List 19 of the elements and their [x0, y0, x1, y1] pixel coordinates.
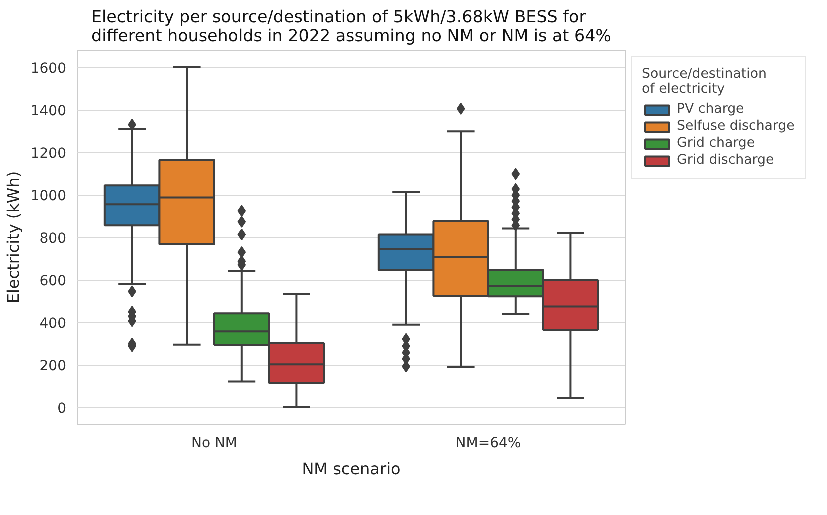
y-axis-title: Electricity (kWh): [4, 171, 23, 304]
x-tick-label: NM=64%: [456, 436, 522, 452]
legend-title: Source/destination of electricity: [642, 67, 768, 97]
y-tick-label: 1200: [30, 146, 67, 162]
y-tick-label: 400: [40, 316, 67, 332]
y-tick-label: 200: [40, 358, 67, 374]
y-tick-label: 600: [40, 274, 67, 290]
y-tick-label: 1000: [30, 188, 67, 204]
y-tick-label: 1600: [30, 61, 67, 77]
y-tick-label: 800: [40, 231, 67, 247]
y-tick-label: 0: [58, 401, 67, 417]
legend-label: Grid discharge: [677, 153, 774, 168]
legend-label: PV charge: [677, 102, 744, 117]
x-axis-title: NM scenario: [302, 460, 401, 478]
x-tick-label: No NM: [191, 436, 238, 452]
legend-label: Grid charge: [677, 136, 756, 151]
y-tick-label: 1400: [30, 104, 67, 120]
chart-title: Electricity per source/destination of 5kWh/3.68kW BESS for different households in 2022 assuming no NM or NM is at 64%: [91, 8, 612, 46]
legend-label: Selfuse discharge: [677, 119, 795, 134]
